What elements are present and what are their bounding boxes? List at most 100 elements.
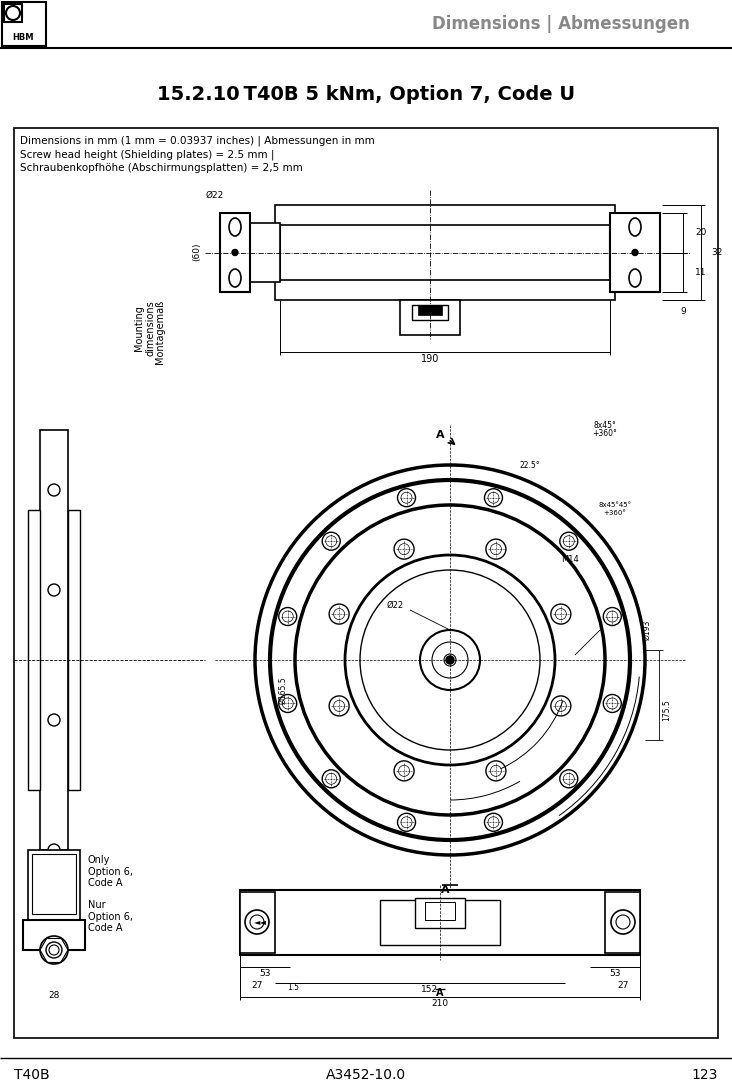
Circle shape bbox=[551, 695, 571, 716]
Text: +360°: +360° bbox=[604, 510, 627, 516]
Bar bbox=[380, 900, 500, 945]
Circle shape bbox=[564, 535, 575, 547]
Circle shape bbox=[46, 942, 62, 958]
Text: 27: 27 bbox=[617, 981, 629, 990]
Text: Mounting
dimensions: Mounting dimensions bbox=[134, 300, 156, 355]
Text: A: A bbox=[436, 988, 444, 998]
Circle shape bbox=[603, 607, 621, 626]
Bar bbox=[23, 920, 85, 950]
Circle shape bbox=[399, 765, 410, 776]
Text: 28: 28 bbox=[48, 991, 60, 1000]
Text: Montagemaß: Montagemaß bbox=[155, 300, 165, 364]
Circle shape bbox=[360, 570, 540, 750]
Circle shape bbox=[334, 608, 345, 619]
Circle shape bbox=[394, 761, 414, 780]
Bar bbox=[605, 892, 640, 953]
Bar bbox=[275, 280, 615, 300]
Text: A3452-10.0: A3452-10.0 bbox=[326, 1068, 406, 1082]
Text: 27: 27 bbox=[251, 981, 263, 990]
Circle shape bbox=[334, 701, 345, 712]
Circle shape bbox=[616, 915, 630, 929]
Text: T40B: T40B bbox=[14, 1068, 50, 1082]
Text: ◄◄: ◄◄ bbox=[253, 918, 266, 926]
Ellipse shape bbox=[229, 218, 241, 237]
Circle shape bbox=[490, 765, 501, 776]
Text: (60): (60) bbox=[193, 243, 201, 262]
Circle shape bbox=[401, 816, 412, 827]
Circle shape bbox=[245, 910, 269, 934]
Text: Screw head height (Shielding plates) = 2.5 mm |: Screw head height (Shielding plates) = 2… bbox=[20, 149, 274, 159]
Text: +360°: +360° bbox=[593, 428, 617, 437]
Text: 9: 9 bbox=[680, 307, 686, 316]
Circle shape bbox=[401, 493, 412, 504]
Circle shape bbox=[485, 488, 502, 507]
Text: Nur
Option 6,
Code A: Nur Option 6, Code A bbox=[88, 900, 133, 933]
Circle shape bbox=[607, 611, 618, 622]
Circle shape bbox=[488, 493, 499, 504]
Circle shape bbox=[432, 642, 468, 678]
Text: 190: 190 bbox=[421, 354, 439, 364]
Bar bbox=[0, 0, 732, 48]
Bar bbox=[400, 300, 460, 335]
Circle shape bbox=[322, 770, 340, 788]
Bar bbox=[610, 213, 660, 292]
Text: 152: 152 bbox=[422, 985, 438, 994]
Circle shape bbox=[270, 480, 630, 840]
Circle shape bbox=[279, 694, 296, 713]
Circle shape bbox=[326, 535, 337, 547]
Circle shape bbox=[485, 813, 502, 832]
Circle shape bbox=[394, 540, 414, 559]
Text: 1.5: 1.5 bbox=[287, 983, 299, 993]
Circle shape bbox=[486, 540, 506, 559]
Circle shape bbox=[295, 505, 605, 815]
Bar bbox=[4, 4, 22, 22]
Text: Only
Option 6,
Code A: Only Option 6, Code A bbox=[88, 855, 133, 888]
Text: 123: 123 bbox=[692, 1068, 718, 1082]
Circle shape bbox=[48, 484, 60, 496]
Circle shape bbox=[607, 698, 618, 708]
Text: Ø193: Ø193 bbox=[643, 620, 651, 640]
Ellipse shape bbox=[629, 269, 641, 287]
Text: 175.5: 175.5 bbox=[662, 699, 671, 720]
Circle shape bbox=[279, 607, 296, 626]
Circle shape bbox=[490, 544, 501, 555]
Circle shape bbox=[283, 611, 294, 622]
Circle shape bbox=[556, 701, 567, 712]
Text: 22.5°: 22.5° bbox=[520, 460, 540, 470]
Circle shape bbox=[486, 761, 506, 780]
Circle shape bbox=[551, 604, 571, 625]
Circle shape bbox=[322, 532, 340, 550]
Circle shape bbox=[48, 924, 60, 936]
Text: 20: 20 bbox=[695, 228, 706, 238]
Circle shape bbox=[48, 584, 60, 596]
Circle shape bbox=[283, 698, 294, 708]
Circle shape bbox=[329, 604, 349, 625]
Circle shape bbox=[49, 945, 59, 955]
Text: 210: 210 bbox=[431, 1000, 449, 1008]
Circle shape bbox=[446, 656, 454, 664]
Text: M14: M14 bbox=[561, 556, 579, 565]
Bar bbox=[2, 2, 46, 46]
Text: 8x45°: 8x45° bbox=[594, 421, 616, 429]
Circle shape bbox=[632, 250, 638, 255]
Circle shape bbox=[326, 773, 337, 785]
Bar bbox=[28, 850, 80, 930]
Circle shape bbox=[399, 544, 410, 555]
Text: Dimensions | Abmessungen: Dimensions | Abmessungen bbox=[432, 15, 690, 33]
Circle shape bbox=[488, 816, 499, 827]
Text: 53: 53 bbox=[609, 969, 621, 979]
Bar bbox=[418, 305, 442, 315]
Bar bbox=[32, 853, 76, 915]
Circle shape bbox=[564, 773, 575, 785]
Bar bbox=[28, 510, 40, 790]
Bar bbox=[275, 205, 615, 225]
Circle shape bbox=[397, 488, 416, 507]
Bar bbox=[280, 215, 610, 290]
Text: Ø22: Ø22 bbox=[206, 191, 224, 199]
Ellipse shape bbox=[229, 269, 241, 287]
Text: Dimensions in mm (1 mm = 0.03937 inches) | Abmessungen in mm: Dimensions in mm (1 mm = 0.03937 inches)… bbox=[20, 135, 375, 145]
Text: 32: 32 bbox=[711, 249, 722, 257]
Circle shape bbox=[250, 915, 264, 929]
Circle shape bbox=[603, 694, 621, 713]
Circle shape bbox=[397, 813, 416, 832]
